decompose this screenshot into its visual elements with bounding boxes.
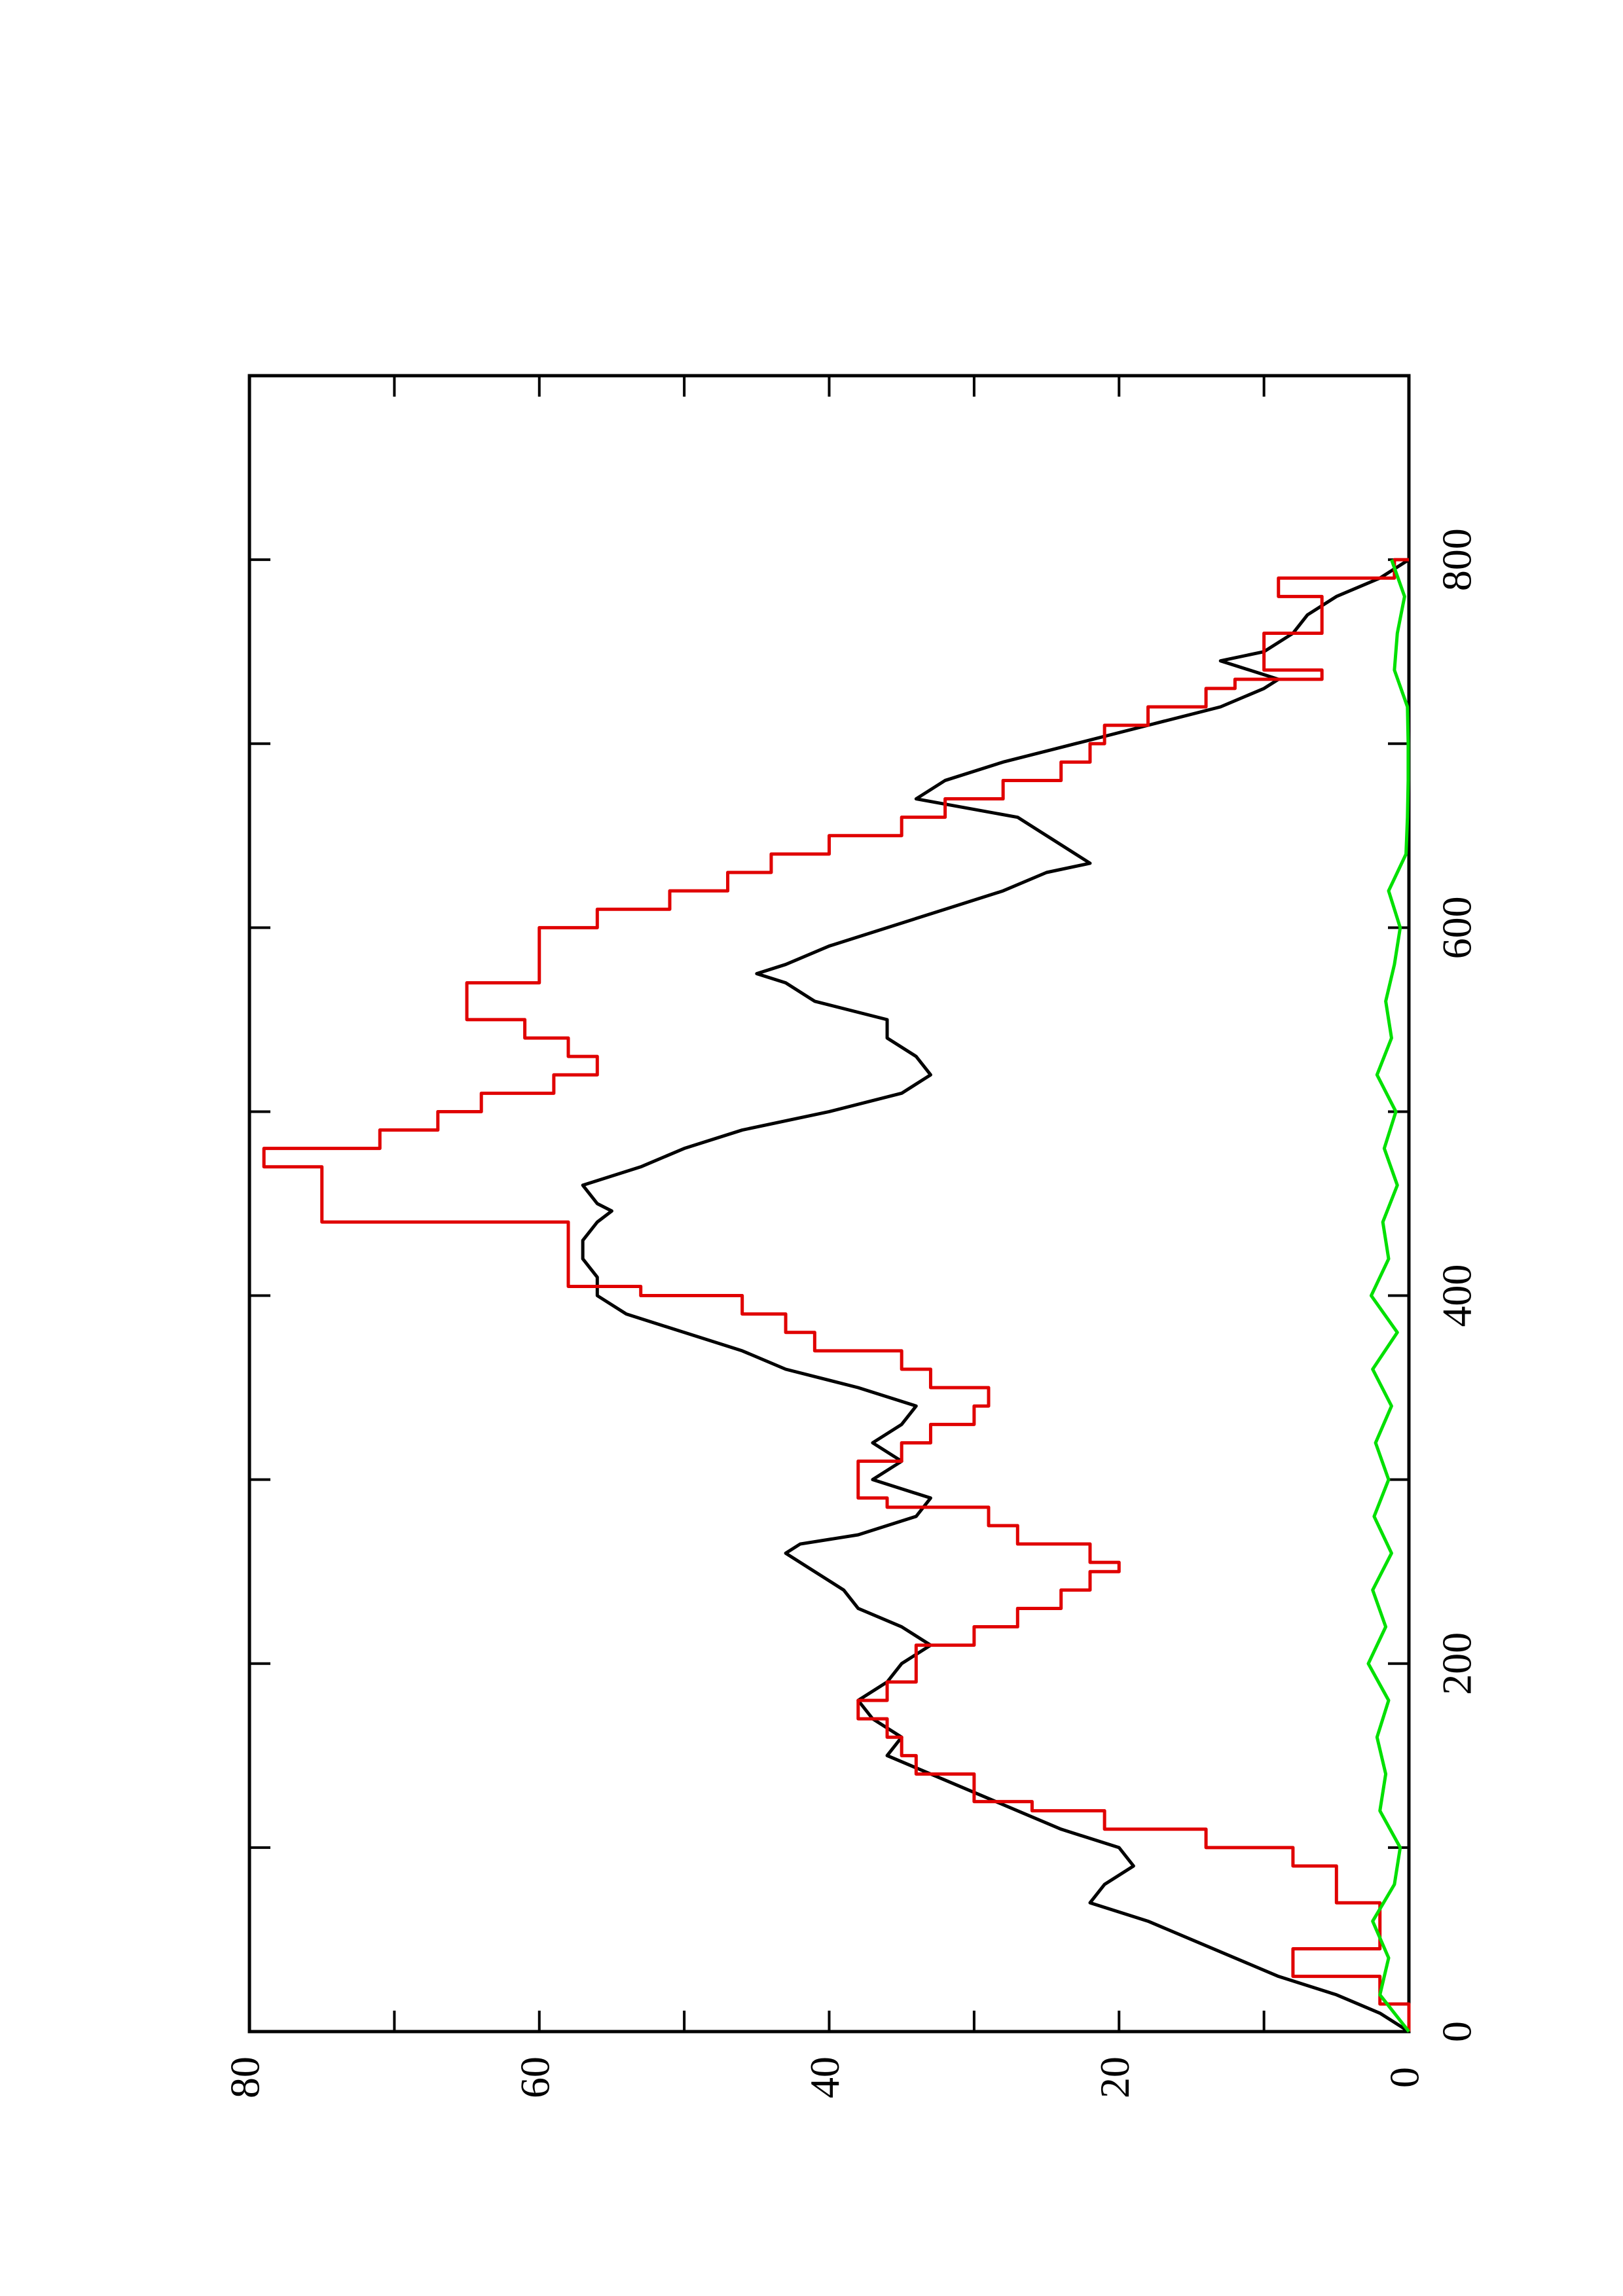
x-tick-label: 200 bbox=[1434, 1632, 1480, 1695]
y-tick-label: 20 bbox=[1091, 2056, 1138, 2098]
y-tick-label: 80 bbox=[222, 2056, 268, 2098]
x-tick-label: 400 bbox=[1434, 1265, 1480, 1327]
series-layer bbox=[262, 558, 1411, 2034]
series-line-3 bbox=[1366, 559, 1410, 2033]
tick-labels: 0 200 400 600 800 0 20 40 60 80 bbox=[222, 528, 1480, 2098]
x-tick-label: 0 bbox=[1434, 2021, 1480, 2042]
series-line-2 bbox=[262, 558, 1411, 2032]
y-tick-label: 0 bbox=[1381, 2067, 1428, 2088]
plot-frame bbox=[247, 374, 1411, 2034]
x-tick-label: 600 bbox=[1434, 896, 1480, 959]
x-tick-label: 800 bbox=[1434, 528, 1480, 591]
y-tick-label: 40 bbox=[801, 2056, 848, 2098]
y-tick-label: 60 bbox=[511, 2056, 558, 2098]
axis-ticks bbox=[248, 374, 1410, 2033]
series-line-1 bbox=[581, 558, 1410, 2034]
